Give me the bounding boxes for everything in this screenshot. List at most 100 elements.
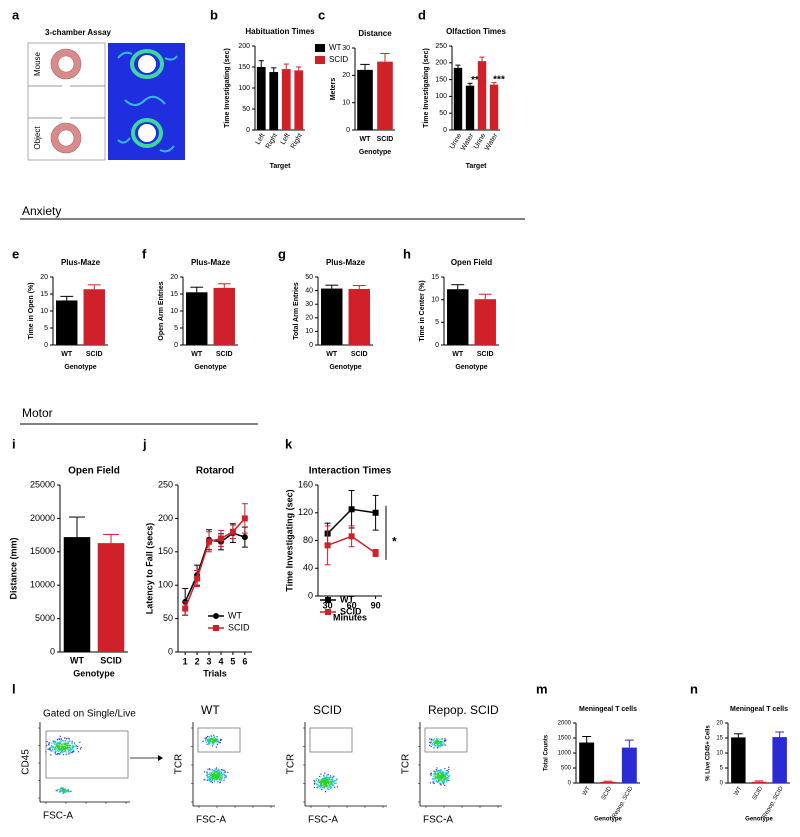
cell-dot (434, 740, 436, 742)
cell-dot (436, 767, 438, 769)
cell-dot (213, 775, 215, 778)
cell-dot (208, 743, 210, 746)
cell-dot (69, 749, 71, 752)
cell-dot (58, 746, 60, 748)
cell-dot (66, 790, 68, 792)
cell-dot (55, 789, 57, 792)
cell-dot (213, 740, 215, 742)
x-axis-label: Genotype (455, 364, 487, 371)
cell-dot (437, 779, 440, 781)
section-heading: Motor (22, 406, 53, 420)
cell-dot (62, 788, 64, 791)
bar (63, 537, 91, 652)
y-tick-label: 20 (716, 721, 723, 727)
cell-dot (430, 745, 432, 748)
cell-dot (439, 774, 441, 776)
cell-dot (442, 782, 444, 784)
y-axis-label: Time Investigating (sec) (284, 489, 294, 591)
cell-dot (204, 737, 206, 739)
cell-dot (65, 791, 67, 793)
y-tick-label: 0 (168, 646, 173, 656)
y-axis-label: Time in Open (%) (28, 282, 35, 339)
y-tick-label: 0 (309, 342, 313, 349)
cell-dot (434, 745, 437, 747)
cell-dot (216, 739, 218, 741)
assay-diagram: Mouse Object (27, 42, 185, 161)
cell-dot (59, 735, 61, 737)
y-tick-label: 20 (40, 274, 48, 281)
cell-dot (434, 740, 437, 743)
cell-dot (64, 789, 66, 791)
cell-dot (211, 743, 213, 745)
cell-dot (333, 775, 335, 777)
cell-dot (435, 738, 438, 740)
annotation: ** (471, 75, 479, 86)
cell-dot (212, 737, 214, 740)
y-tick-label: 100 (435, 93, 447, 100)
y-axis-label: Open Arm Entries (158, 281, 165, 340)
cell-dot (320, 773, 322, 775)
cell-dot (209, 779, 211, 781)
y-tick-label: 150 (158, 546, 173, 556)
cell-dot (434, 772, 436, 774)
cell-dot (205, 741, 207, 743)
cell-dot (437, 772, 439, 775)
x-tick-label: Right (265, 132, 279, 150)
cell-dot (442, 742, 444, 744)
cell-dot (216, 743, 219, 746)
cell-dot (440, 777, 442, 779)
bar (186, 292, 208, 345)
cell-dot (70, 749, 72, 751)
cell-dot (211, 737, 213, 739)
cell-dot (71, 746, 73, 749)
cell-dot (320, 780, 322, 782)
cell-dot (432, 782, 434, 784)
bar (731, 737, 746, 783)
y-tick-label: 200 (435, 60, 447, 67)
cell-dot (65, 746, 67, 749)
cell-dot (327, 777, 329, 779)
cell-dot (211, 772, 213, 774)
cell-dot (59, 745, 61, 747)
cell-dot (208, 779, 210, 782)
cell-dot (327, 781, 330, 783)
cell-dot (223, 769, 225, 771)
y-axis-label: Total Counts (544, 734, 550, 771)
cell-dot (441, 775, 444, 777)
cell-dot (439, 740, 441, 743)
cell-dot (446, 779, 448, 782)
bar (357, 69, 373, 130)
panel-letter: f (142, 246, 147, 261)
y-tick-label: 120 (298, 507, 313, 517)
cell-dot (324, 781, 326, 783)
cell-dot (439, 740, 442, 743)
cell-dot (62, 747, 64, 749)
cell-dot (220, 771, 222, 774)
cell-dot (323, 775, 325, 777)
cell-dot (213, 776, 215, 778)
cell-dot (315, 780, 318, 782)
cell-dot (209, 738, 211, 740)
cell-dot (444, 777, 446, 780)
cell-dot (325, 784, 327, 786)
cell-dot (441, 777, 443, 779)
cell-dot (209, 773, 211, 775)
cell-dot (55, 753, 57, 756)
cell-dot (59, 741, 61, 743)
cell-dot (57, 747, 59, 749)
y-tick-label: 10000 (30, 580, 55, 590)
cell-dot (442, 779, 445, 781)
cell-dot (214, 773, 216, 775)
cell-dot (212, 775, 214, 778)
cell-dot (332, 778, 334, 780)
cell-dot (212, 771, 214, 773)
x-tick-label: WT (61, 351, 73, 358)
y-tick-label: 10 (305, 328, 313, 335)
cell-dot (54, 752, 57, 754)
x-tick-label: SCID (216, 351, 233, 358)
cell-dot (64, 745, 66, 747)
x-tick-label: SCID (86, 351, 103, 358)
cell-dot (204, 779, 206, 781)
y-axis-label: Time Investigating (sec) (224, 48, 231, 128)
x-tick-label: 4 (218, 656, 223, 666)
